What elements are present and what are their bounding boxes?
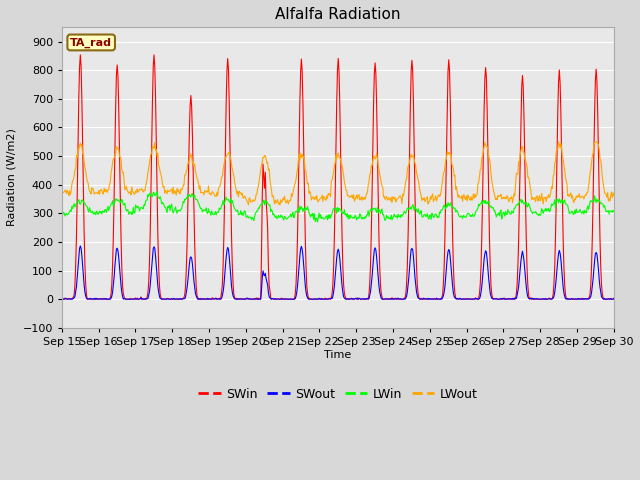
LWin [406, 204, 414, 210]
LWin [182, 197, 189, 203]
Line: SWout: SWout [62, 246, 614, 299]
LWout [68, 182, 76, 188]
SWout [406, 254, 414, 260]
SWin [422, 296, 429, 301]
SWin [211, 296, 218, 302]
SWin [68, 296, 76, 302]
Legend: SWin, SWout, LWin, LWout: SWin, SWout, LWin, LWout [193, 383, 482, 406]
SWin [182, 284, 189, 290]
SWout [69, 296, 77, 302]
LWout [210, 191, 218, 196]
LWin [422, 214, 430, 219]
Title: Alfalfa Radiation: Alfalfa Radiation [275, 7, 401, 22]
LWin [314, 219, 321, 225]
LWout [406, 158, 413, 164]
LWin [68, 204, 76, 209]
LWout [181, 172, 189, 178]
LWout [422, 197, 429, 203]
LWout [58, 189, 66, 194]
SWout [63, 296, 71, 302]
SWin [406, 145, 413, 151]
SWout [182, 290, 190, 296]
X-axis label: Time: Time [324, 349, 351, 360]
SWout [422, 296, 430, 302]
LWout [125, 190, 132, 196]
LWin [211, 212, 218, 217]
SWin [610, 296, 618, 302]
LWout [593, 139, 601, 144]
LWin [610, 209, 618, 215]
Y-axis label: Radiation (W/m2): Radiation (W/m2) [7, 129, 17, 227]
LWout [610, 192, 618, 198]
Line: LWin: LWin [62, 192, 614, 222]
SWin [125, 296, 133, 302]
SWout [126, 296, 134, 302]
Line: LWout: LWout [62, 142, 614, 205]
LWout [276, 202, 284, 208]
LWin [125, 211, 132, 217]
SWout [610, 296, 618, 301]
SWin [77, 52, 84, 58]
SWin [58, 296, 66, 302]
SWout [58, 296, 66, 302]
LWin [153, 189, 161, 195]
SWout [77, 243, 84, 249]
Text: TA_rad: TA_rad [70, 37, 112, 48]
Line: SWin: SWin [62, 55, 614, 299]
LWin [58, 210, 66, 216]
SWout [212, 295, 220, 301]
